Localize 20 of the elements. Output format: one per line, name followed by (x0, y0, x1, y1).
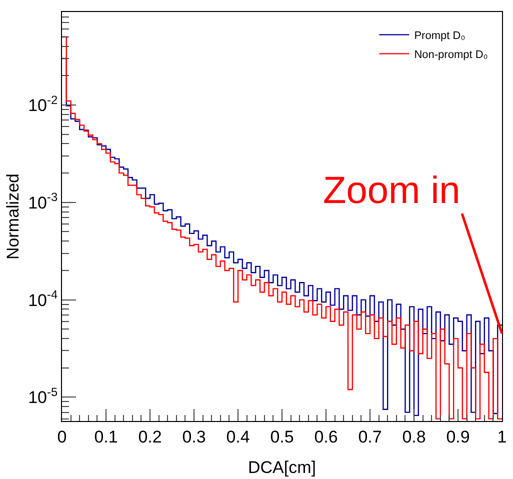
x-tick-label: 1 (497, 427, 507, 446)
annotation: Zoom in (323, 170, 460, 212)
x-tick-label: 0.6 (314, 427, 338, 446)
x-tick-label: 0.4 (226, 427, 250, 446)
x-tick-label: 0.8 (402, 427, 426, 446)
x-tick-label: 0.3 (182, 427, 206, 446)
legend-label: Non-prompt D₀ (414, 48, 488, 61)
legend-label: Prompt D₀ (414, 30, 466, 42)
y-axis-title: Normalized (4, 174, 23, 260)
x-tick-label: 0 (57, 427, 67, 446)
y-tick-label: 10$^{-4}$ (28, 288, 58, 310)
y-tick-label: 10$^{-3}$ (28, 190, 58, 212)
x-tick-label: 0.5 (270, 427, 294, 446)
y-tick-label: 10$^{-2}$ (28, 92, 58, 115)
x-tick-label: 0.2 (138, 427, 162, 446)
x-tick-label: 0.1 (94, 427, 118, 446)
x-axis-title: DCA[cm] (248, 458, 316, 477)
x-tick-label: 0.7 (358, 427, 382, 446)
y-tick-label: 10$^{-5}$ (28, 385, 58, 408)
x-tick-label: 0.9 (446, 427, 470, 446)
